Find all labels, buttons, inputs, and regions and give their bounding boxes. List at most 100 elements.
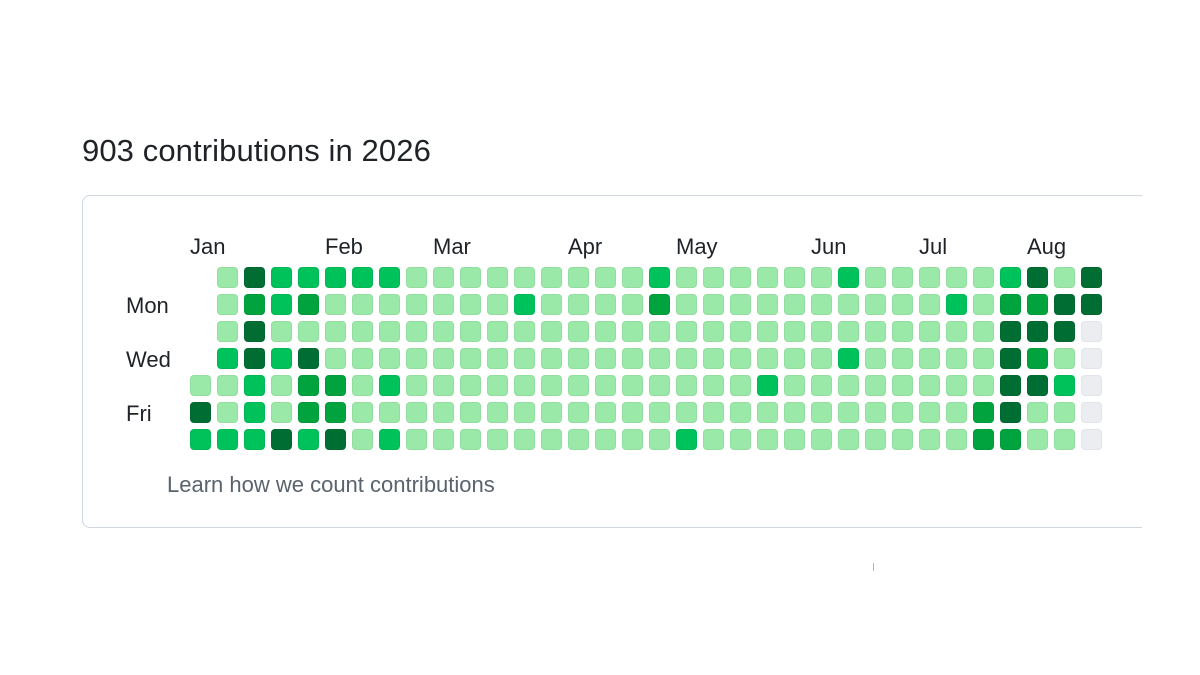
contribution-day-cell[interactable] <box>865 267 886 288</box>
contribution-day-cell[interactable] <box>676 375 697 396</box>
contribution-day-cell[interactable] <box>352 402 373 423</box>
contribution-day-cell[interactable] <box>298 402 319 423</box>
contribution-day-cell[interactable] <box>649 294 670 315</box>
contribution-day-cell[interactable] <box>1054 375 1075 396</box>
contribution-day-cell[interactable] <box>1027 402 1048 423</box>
contribution-day-cell[interactable] <box>703 429 724 450</box>
contribution-day-cell[interactable] <box>460 375 481 396</box>
contribution-day-cell[interactable] <box>487 429 508 450</box>
contribution-day-cell[interactable] <box>1081 402 1102 423</box>
contribution-day-cell[interactable] <box>541 321 562 342</box>
contribution-day-cell[interactable] <box>1000 429 1021 450</box>
contribution-day-cell[interactable] <box>244 267 265 288</box>
contribution-day-cell[interactable] <box>325 402 346 423</box>
contribution-day-cell[interactable] <box>730 267 751 288</box>
contribution-day-cell[interactable] <box>595 294 616 315</box>
contribution-day-cell[interactable] <box>541 429 562 450</box>
contribution-day-cell[interactable] <box>460 429 481 450</box>
contribution-day-cell[interactable] <box>838 402 859 423</box>
contribution-day-cell[interactable] <box>838 375 859 396</box>
contribution-day-cell[interactable] <box>649 321 670 342</box>
contribution-day-cell[interactable] <box>730 402 751 423</box>
contribution-day-cell[interactable] <box>757 321 778 342</box>
contribution-day-cell[interactable] <box>622 294 643 315</box>
contribution-day-cell[interactable] <box>1081 294 1102 315</box>
contribution-day-cell[interactable] <box>1054 321 1075 342</box>
contribution-day-cell[interactable] <box>730 375 751 396</box>
contribution-day-cell[interactable] <box>352 321 373 342</box>
contribution-day-cell[interactable] <box>271 429 292 450</box>
contribution-day-cell[interactable] <box>325 375 346 396</box>
contribution-day-cell[interactable] <box>1027 429 1048 450</box>
contribution-day-cell[interactable] <box>676 429 697 450</box>
contribution-day-cell[interactable] <box>595 429 616 450</box>
contribution-day-cell[interactable] <box>973 348 994 369</box>
contribution-day-cell[interactable] <box>676 294 697 315</box>
contribution-day-cell[interactable] <box>973 294 994 315</box>
contribution-day-cell[interactable] <box>568 429 589 450</box>
contribution-day-cell[interactable] <box>838 348 859 369</box>
contribution-day-cell[interactable] <box>811 321 832 342</box>
contribution-day-cell[interactable] <box>865 375 886 396</box>
contribution-day-cell[interactable] <box>757 402 778 423</box>
contribution-day-cell[interactable] <box>676 321 697 342</box>
contribution-day-cell[interactable] <box>217 348 238 369</box>
contribution-day-cell[interactable] <box>514 348 535 369</box>
contribution-day-cell[interactable] <box>865 348 886 369</box>
contribution-day-cell[interactable] <box>811 402 832 423</box>
contribution-day-cell[interactable] <box>244 402 265 423</box>
contribution-day-cell[interactable] <box>946 402 967 423</box>
contribution-day-cell[interactable] <box>433 348 454 369</box>
contribution-day-cell[interactable] <box>352 267 373 288</box>
contribution-day-cell[interactable] <box>865 294 886 315</box>
contribution-day-cell[interactable] <box>892 267 913 288</box>
contribution-day-cell[interactable] <box>406 321 427 342</box>
contribution-day-cell[interactable] <box>433 321 454 342</box>
contribution-day-cell[interactable] <box>217 429 238 450</box>
contribution-day-cell[interactable] <box>946 348 967 369</box>
contribution-day-cell[interactable] <box>649 429 670 450</box>
contribution-day-cell[interactable] <box>1000 267 1021 288</box>
contribution-day-cell[interactable] <box>514 375 535 396</box>
contribution-day-cell[interactable] <box>1054 267 1075 288</box>
contribution-day-cell[interactable] <box>1000 402 1021 423</box>
contribution-day-cell[interactable] <box>892 321 913 342</box>
contribution-day-cell[interactable] <box>217 402 238 423</box>
contribution-day-cell[interactable] <box>703 348 724 369</box>
contribution-day-cell[interactable] <box>730 429 751 450</box>
contribution-day-cell[interactable] <box>1081 321 1102 342</box>
contribution-day-cell[interactable] <box>811 429 832 450</box>
contribution-day-cell[interactable] <box>379 429 400 450</box>
contribution-day-cell[interactable] <box>298 267 319 288</box>
contribution-day-cell[interactable] <box>730 294 751 315</box>
contribution-day-cell[interactable] <box>568 321 589 342</box>
contribution-day-cell[interactable] <box>406 294 427 315</box>
contribution-day-cell[interactable] <box>919 429 940 450</box>
contribution-day-cell[interactable] <box>946 375 967 396</box>
contribution-day-cell[interactable] <box>487 402 508 423</box>
contribution-day-cell[interactable] <box>784 321 805 342</box>
contribution-day-cell[interactable] <box>973 429 994 450</box>
contribution-day-cell[interactable] <box>433 267 454 288</box>
contribution-day-cell[interactable] <box>379 348 400 369</box>
contribution-day-cell[interactable] <box>541 294 562 315</box>
contribution-day-cell[interactable] <box>1027 321 1048 342</box>
contribution-day-cell[interactable] <box>352 294 373 315</box>
contribution-day-cell[interactable] <box>703 375 724 396</box>
contribution-day-cell[interactable] <box>703 321 724 342</box>
contribution-day-cell[interactable] <box>379 375 400 396</box>
contribution-day-cell[interactable] <box>973 267 994 288</box>
contribution-day-cell[interactable] <box>946 294 967 315</box>
contribution-day-cell[interactable] <box>622 321 643 342</box>
contribution-day-cell[interactable] <box>919 294 940 315</box>
contribution-day-cell[interactable] <box>811 375 832 396</box>
contribution-day-cell[interactable] <box>244 348 265 369</box>
contribution-day-cell[interactable] <box>541 402 562 423</box>
contribution-day-cell[interactable] <box>433 429 454 450</box>
contribution-day-cell[interactable] <box>1027 294 1048 315</box>
contribution-day-cell[interactable] <box>1054 402 1075 423</box>
contribution-day-cell[interactable] <box>298 348 319 369</box>
contribution-day-cell[interactable] <box>325 348 346 369</box>
contribution-day-cell[interactable] <box>595 267 616 288</box>
contribution-day-cell[interactable] <box>406 267 427 288</box>
